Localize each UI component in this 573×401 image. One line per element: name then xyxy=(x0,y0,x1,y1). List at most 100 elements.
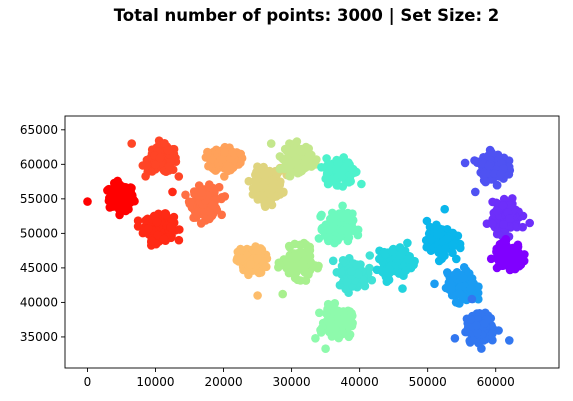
data-point xyxy=(352,167,361,177)
x-tick-label: 30000 xyxy=(272,375,310,389)
data-point xyxy=(338,201,347,211)
x-tick-label: 50000 xyxy=(409,375,447,389)
data-point xyxy=(450,334,460,343)
cluster-4 xyxy=(201,142,247,181)
data-point xyxy=(253,195,263,204)
data-point xyxy=(344,224,353,233)
cluster-6 xyxy=(244,162,292,211)
data-point xyxy=(324,179,333,188)
cluster-10 xyxy=(314,208,363,248)
data-point xyxy=(163,146,173,155)
data-point xyxy=(488,197,497,207)
data-point xyxy=(228,147,237,157)
data-point xyxy=(333,236,343,245)
data-point xyxy=(430,279,439,289)
data-point xyxy=(292,137,302,146)
cluster-16 xyxy=(461,308,503,353)
data-point xyxy=(433,230,442,239)
cluster-13 xyxy=(372,238,419,285)
data-point xyxy=(479,319,489,328)
data-point xyxy=(181,190,190,200)
data-point xyxy=(253,253,262,263)
data-point xyxy=(344,332,354,342)
data-point xyxy=(460,158,470,168)
data-point xyxy=(442,234,452,243)
x-tick-label: 40000 xyxy=(341,375,379,389)
data-point xyxy=(505,336,514,345)
data-point xyxy=(456,282,466,291)
cluster-12 xyxy=(328,253,377,298)
data-point xyxy=(422,242,432,252)
data-point xyxy=(505,201,515,210)
data-point xyxy=(507,248,517,258)
data-point xyxy=(260,200,270,210)
data-point xyxy=(492,206,502,216)
data-point xyxy=(379,247,389,257)
data-point xyxy=(151,160,160,169)
data-point xyxy=(258,180,268,190)
data-point xyxy=(253,291,262,300)
data-point xyxy=(520,250,529,259)
data-point xyxy=(474,294,483,304)
cluster-19 xyxy=(486,234,529,275)
data-point xyxy=(328,256,338,266)
data-point xyxy=(160,139,169,148)
data-point xyxy=(471,187,480,197)
data-point xyxy=(505,265,515,275)
cluster-1 xyxy=(133,209,184,250)
data-point xyxy=(301,276,311,285)
data-point xyxy=(484,161,493,171)
data-point xyxy=(317,210,326,220)
data-point xyxy=(396,251,406,260)
data-point xyxy=(147,236,157,246)
data-point xyxy=(214,182,224,192)
data-point xyxy=(314,234,324,243)
data-point xyxy=(153,230,163,240)
data-point xyxy=(448,240,457,250)
cluster-15 xyxy=(441,263,483,308)
data-point xyxy=(498,201,508,210)
data-point xyxy=(497,259,507,269)
cluster-0 xyxy=(103,176,139,220)
data-point xyxy=(331,324,340,334)
cluster-9 xyxy=(315,299,357,343)
data-point xyxy=(216,155,226,164)
data-point xyxy=(467,294,477,304)
data-point xyxy=(274,258,284,268)
y-tick-label: 55000 xyxy=(20,192,58,206)
data-point xyxy=(501,252,510,261)
data-point xyxy=(127,139,136,148)
data-point xyxy=(203,147,212,157)
data-point xyxy=(220,148,229,157)
data-point xyxy=(259,170,269,180)
data-point xyxy=(307,162,316,171)
data-point xyxy=(499,220,508,229)
data-point xyxy=(454,289,464,298)
data-point xyxy=(237,254,247,263)
data-point xyxy=(315,308,324,318)
cluster-17 xyxy=(470,145,515,190)
data-point xyxy=(248,184,258,193)
data-point xyxy=(293,168,303,178)
y-tick-label: 65000 xyxy=(20,123,58,137)
data-point xyxy=(488,329,497,339)
data-point xyxy=(295,240,305,250)
data-point xyxy=(268,183,278,193)
data-point xyxy=(317,224,327,234)
data-point xyxy=(281,161,290,170)
data-point xyxy=(208,200,218,210)
data-point xyxy=(387,246,397,256)
data-point xyxy=(458,273,468,283)
data-point xyxy=(499,194,509,204)
cluster-2 xyxy=(138,136,184,181)
data-point xyxy=(291,249,300,259)
data-point xyxy=(302,155,311,164)
data-point xyxy=(456,243,465,253)
data-point xyxy=(159,234,169,244)
data-point xyxy=(314,261,323,271)
data-point xyxy=(272,192,281,201)
data-point xyxy=(342,277,352,287)
data-point xyxy=(481,177,490,187)
y-tick-label: 60000 xyxy=(20,157,58,171)
